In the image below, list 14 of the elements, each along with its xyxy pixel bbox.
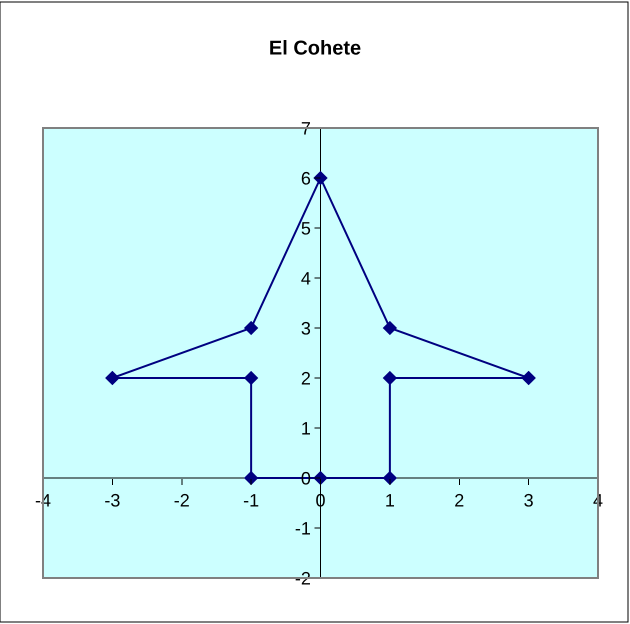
chart-title: El Cohete — [268, 38, 362, 60]
x-tick-label: -1 — [243, 490, 260, 511]
y-tick-label: 3 — [300, 318, 311, 338]
y-tick-label: -1 — [294, 518, 311, 538]
y-tick-label: 6 — [300, 168, 311, 188]
x-tick-label: -2 — [174, 490, 190, 511]
y-tick-label: 2 — [300, 368, 311, 388]
y-tick-label: 1 — [300, 418, 311, 438]
x-tick-label: -3 — [104, 490, 120, 511]
x-tick-label: 2 — [454, 490, 464, 511]
x-tick-label: 1 — [384, 490, 395, 511]
x-tick-label: 3 — [524, 490, 534, 511]
y-tick-label: 4 — [300, 268, 311, 288]
y-tick-label: 5 — [300, 218, 311, 238]
